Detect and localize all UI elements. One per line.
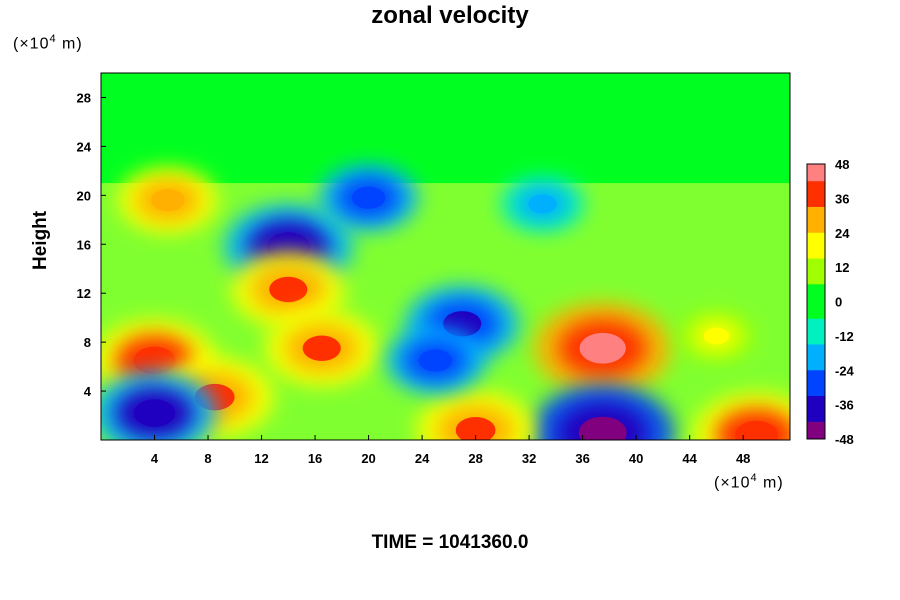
feature-core bbox=[151, 189, 185, 212]
velocity-field bbox=[101, 73, 790, 440]
x-tick-label: 40 bbox=[629, 451, 643, 466]
x-tick-label: 28 bbox=[468, 451, 482, 466]
colorbar-swatch bbox=[807, 344, 825, 354]
colorbar-tick-label: -12 bbox=[835, 329, 854, 344]
x-tick-label: 32 bbox=[522, 451, 536, 466]
colorbar-swatch bbox=[807, 301, 825, 311]
colorbar-swatch bbox=[807, 353, 825, 363]
feature-core bbox=[578, 416, 627, 440]
colorbar-swatch bbox=[807, 232, 825, 242]
x-tick-label: 48 bbox=[736, 451, 750, 466]
y-tick-label: 28 bbox=[77, 90, 91, 105]
feature-core bbox=[133, 346, 176, 375]
colorbar-tick-label: -24 bbox=[835, 363, 855, 378]
feature-core bbox=[455, 416, 496, 440]
time-label: TIME = 1041360.0 bbox=[371, 532, 529, 553]
colorbar-tick-label: 48 bbox=[835, 157, 849, 172]
colorbar-tick-label: -36 bbox=[835, 398, 854, 413]
y-tick-label: 8 bbox=[84, 335, 91, 350]
colorbar-swatch bbox=[807, 327, 825, 337]
feature-core bbox=[579, 332, 626, 364]
feature-core bbox=[703, 327, 730, 345]
colorbar-swatch bbox=[807, 310, 825, 320]
x-axis: 4 8 12 16 20 24 28 32 36 40 44 48 bbox=[151, 435, 750, 466]
colorbar-swatch bbox=[807, 249, 825, 260]
colorbar-swatch bbox=[807, 258, 825, 268]
colorbar-swatch bbox=[807, 284, 825, 294]
y-tick-label: 16 bbox=[77, 237, 91, 252]
x-tick-label: 4 bbox=[151, 451, 159, 466]
colorbar-swatch bbox=[807, 361, 825, 371]
feature-core bbox=[302, 335, 341, 361]
feature-core bbox=[269, 276, 308, 303]
colorbar-swatch bbox=[807, 275, 825, 285]
x-tick-label: 36 bbox=[575, 451, 589, 466]
colorbar-swatch bbox=[807, 387, 825, 397]
colorbar-swatch bbox=[807, 370, 825, 380]
plot-frame bbox=[100, 72, 791, 441]
colorbar-tick-label: 12 bbox=[835, 260, 849, 275]
y-axis: 4 8 12 16 20 24 28 bbox=[77, 90, 106, 399]
colorbar-swatch bbox=[807, 164, 825, 174]
colorbar-swatch bbox=[807, 413, 825, 423]
colorbar-swatch bbox=[807, 189, 825, 199]
colorbar-swatch bbox=[807, 181, 825, 191]
colorbar-tick-label: 36 bbox=[835, 191, 849, 206]
feature-core bbox=[418, 349, 453, 372]
x-tick-label: 44 bbox=[682, 451, 697, 466]
colorbar-swatch bbox=[807, 421, 825, 431]
colorbar-swatch bbox=[807, 396, 825, 406]
colorbar-tick-label: -48 bbox=[835, 432, 854, 447]
y-axis-unit: (×104 m) bbox=[13, 33, 83, 53]
y-tick-label: 20 bbox=[77, 188, 91, 203]
colorbar-swatch bbox=[807, 215, 825, 225]
colorbar-swatch bbox=[807, 172, 825, 182]
colorbar-swatch bbox=[807, 430, 825, 440]
colorbar-swatch bbox=[807, 241, 825, 251]
colorbar-tick-label: 0 bbox=[835, 295, 842, 310]
colorbar-tick-label: 24 bbox=[835, 226, 850, 241]
colorbar-swatch bbox=[807, 378, 825, 388]
colorbar-swatch bbox=[807, 404, 825, 414]
x-tick-label: 12 bbox=[254, 451, 268, 466]
colorbar-swatch bbox=[807, 206, 825, 217]
colorbar-swatch bbox=[807, 318, 825, 328]
x-tick-label: 16 bbox=[308, 451, 322, 466]
feature-core bbox=[351, 186, 386, 209]
chart-title: zonal velocity bbox=[371, 2, 529, 29]
x-tick-label: 20 bbox=[361, 451, 375, 466]
y-tick-label: 12 bbox=[77, 286, 91, 301]
colorbar-swatch bbox=[807, 292, 825, 302]
y-tick-label: 4 bbox=[84, 384, 92, 399]
x-tick-label: 24 bbox=[415, 451, 430, 466]
colorbar-swatch bbox=[807, 267, 825, 277]
feature-core bbox=[133, 399, 176, 427]
colorbar: 48 36 24 12 0 -12 -24 -36 -48 bbox=[806, 157, 855, 447]
colorbar-swatch bbox=[807, 224, 825, 234]
colorbar-swatch bbox=[807, 198, 825, 208]
y-tick-label: 24 bbox=[77, 139, 92, 154]
colorbar-swatch bbox=[807, 335, 825, 345]
x-tick-label: 8 bbox=[204, 451, 211, 466]
x-axis-unit: (×104 m) bbox=[714, 472, 784, 492]
colorbar-frame bbox=[806, 163, 826, 440]
feature-core bbox=[735, 420, 779, 440]
feature-core bbox=[528, 194, 557, 214]
